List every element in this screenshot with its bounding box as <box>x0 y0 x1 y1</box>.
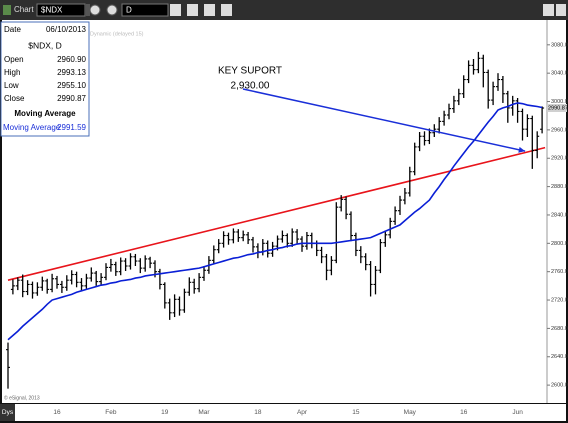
symbol-dropdown[interactable] <box>86 4 90 16</box>
y-tick-label: 3000.00 <box>551 99 568 105</box>
link-button[interactable] <box>89 4 101 16</box>
y-tick-label: 2920.00 <box>551 156 568 162</box>
window-title: Chart <box>14 5 34 14</box>
x-tick-label: Feb <box>105 409 117 416</box>
y-tick-label: 2880.00 <box>551 184 568 190</box>
x-axis-label: Dys <box>2 409 14 416</box>
moving-average-line <box>7 102 543 341</box>
app-icon <box>3 5 11 15</box>
info-symbol: $NDX, D <box>28 40 62 50</box>
x-tick-label: 16 <box>460 409 468 416</box>
annotation-text: KEY SUPORT <box>218 66 282 77</box>
info-label: Close <box>4 94 25 103</box>
x-tick-label: Mar <box>198 409 210 416</box>
x-tick-label: 16 <box>53 409 61 416</box>
plot-area <box>2 20 547 403</box>
info-value: 2955.10 <box>57 81 86 90</box>
x-tick-label: 15 <box>352 409 360 416</box>
tool-button[interactable] <box>221 4 232 16</box>
trendline <box>7 146 546 281</box>
tool-button[interactable] <box>187 4 198 16</box>
price-axis <box>547 20 566 403</box>
info-value: 2960.90 <box>57 55 86 64</box>
y-tick-label: 2800.00 <box>551 241 568 247</box>
annotation-value: 2,930.00 <box>231 81 270 92</box>
info-value: 06/10/2013 <box>46 25 87 34</box>
y-tick-label: 2720.00 <box>551 297 568 303</box>
y-tick-label: 2600.00 <box>551 383 568 389</box>
annotation-arrow <box>242 88 526 152</box>
study-value: 2991.59 <box>57 123 86 132</box>
y-tick-label: 3040.00 <box>551 71 568 77</box>
study-title: Moving Average <box>14 109 76 118</box>
tool-button[interactable] <box>204 4 215 16</box>
plot-layer: KEY SUPORT 2,930.00 <box>6 51 546 389</box>
link-button[interactable] <box>106 4 118 16</box>
y-tick-label: 2960.00 <box>551 127 568 133</box>
symbol-text: $NDX <box>41 6 63 15</box>
interval-text: D <box>126 6 132 15</box>
info-label: Low <box>4 81 19 90</box>
tool-button[interactable] <box>170 4 181 16</box>
window-button[interactable] <box>556 4 566 16</box>
x-tick-label: Apr <box>297 409 308 416</box>
info-label: Date <box>4 25 21 34</box>
x-tick-label: May <box>404 409 417 416</box>
info-label: High <box>4 68 20 77</box>
y-tick-label: 2840.00 <box>551 212 568 218</box>
info-value: 2993.13 <box>57 68 86 77</box>
y-tick-label: 2640.00 <box>551 354 568 360</box>
interval-box <box>0 404 15 421</box>
x-tick-label: 19 <box>161 409 169 416</box>
y-tick-label: 2680.00 <box>551 326 568 332</box>
info-label: Open <box>4 55 24 64</box>
study-label: Moving Average <box>3 123 61 132</box>
info-value: 2990.87 <box>57 94 86 103</box>
y-tick-label: 3080.00 <box>551 42 568 48</box>
info-panel-box <box>0 21 90 137</box>
arrow-head <box>518 146 526 153</box>
x-tick-label: Jun <box>512 409 523 416</box>
y-tick-label: 2760.00 <box>551 269 568 275</box>
copyright: © eSignal, 2013 <box>4 394 40 401</box>
price-marker-label: 2990.87 <box>548 105 568 111</box>
interval-input[interactable] <box>121 3 169 17</box>
x-tick-label: 18 <box>254 409 262 416</box>
window-button[interactable] <box>543 4 554 16</box>
price-marker <box>547 104 567 113</box>
status-text: Dynamic (delayed 15) <box>90 31 144 37</box>
time-axis <box>2 404 566 421</box>
info-panel: Date 06/10/2013 $NDX, D Moving Average M… <box>0 21 90 137</box>
symbol-input[interactable] <box>36 3 86 17</box>
